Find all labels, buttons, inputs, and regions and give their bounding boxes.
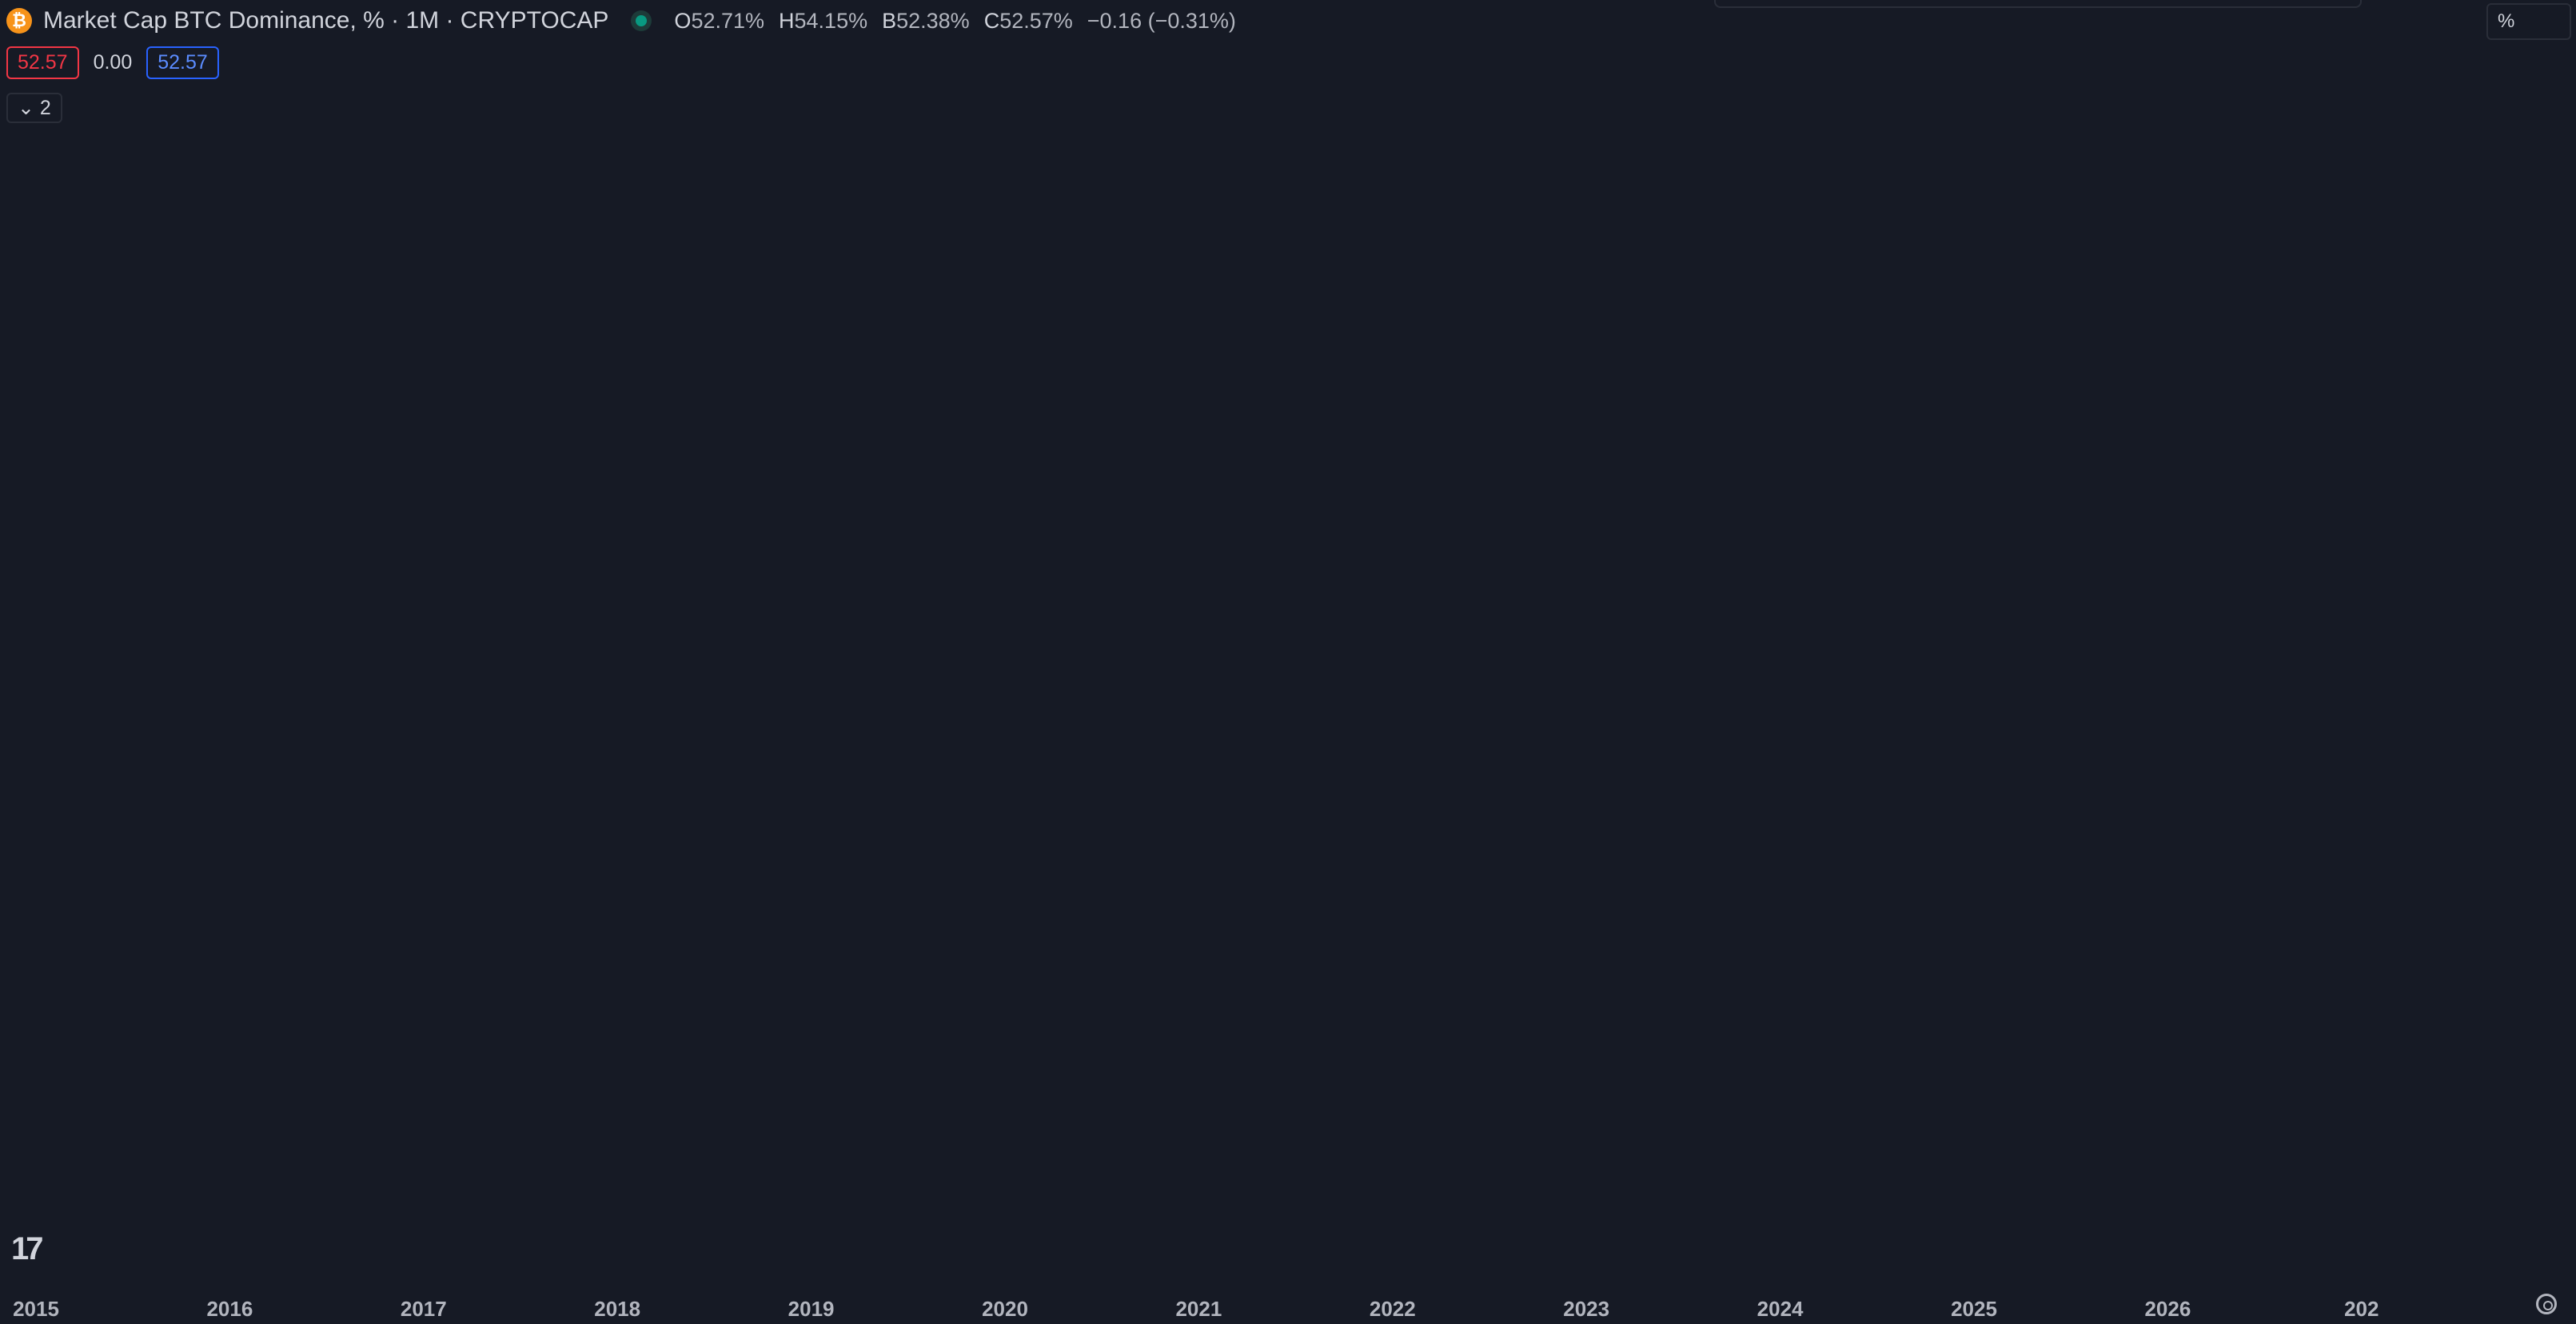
indicators-toggle[interactable]: ⌄ 2	[6, 93, 62, 123]
chevron-down-icon: ⌄	[18, 97, 34, 119]
scale-mode-button[interactable]: %	[2486, 3, 2571, 40]
sell-button[interactable]: 52.57	[6, 46, 79, 79]
x-tick-label: 2019	[788, 1297, 835, 1321]
gear-icon[interactable]	[2536, 1294, 2557, 1314]
btc-logo-icon: ₿	[6, 8, 32, 34]
ohlc-open: O52.71%	[674, 8, 765, 33]
x-tick-label: 2021	[1175, 1297, 1222, 1321]
trade-buttons: 52.57 0.00 52.57	[6, 46, 219, 79]
x-tick-label: 2022	[1370, 1297, 1416, 1321]
market-status-icon[interactable]	[636, 15, 648, 26]
tradingview-logo-icon[interactable]: 17	[11, 1231, 43, 1266]
ohlc-change: −0.16 (−0.31%)	[1087, 8, 1236, 33]
symbol-title[interactable]: Market Cap BTC Dominance, % · 1M · CRYPT…	[43, 7, 609, 34]
x-tick-label: 2024	[1757, 1297, 1804, 1321]
legend-header: ₿ Market Cap BTC Dominance, % · 1M · CRY…	[6, 5, 1236, 37]
indicators-count: 2	[39, 97, 51, 119]
x-tick-label: 2018	[594, 1297, 640, 1321]
ohlc-values: O52.71% H54.15% B52.38% C52.57% −0.16 (−…	[674, 9, 1235, 34]
ohlc-low: B52.38%	[882, 8, 970, 33]
x-tick-label: 2020	[982, 1297, 1028, 1321]
ohlc-high: H54.15%	[779, 8, 868, 33]
x-tick-label: 2026	[2144, 1297, 2191, 1321]
x-tick-label: 2017	[401, 1297, 447, 1321]
x-tick-label: 2015	[13, 1297, 59, 1321]
floating-panel-edge	[1714, 0, 2362, 8]
x-tick-label: 202	[2344, 1297, 2379, 1321]
ohlc-close: C52.57%	[983, 8, 1073, 33]
x-tick-label: 2023	[1563, 1297, 1609, 1321]
x-tick-label: 2025	[1951, 1297, 1997, 1321]
x-tick-label: 2016	[206, 1297, 253, 1321]
time-axis[interactable]: 2015 2016 2017 2018 2019 2020 2021 2022 2023 2024…	[13, 1297, 2379, 1321]
spread-value: 0.00	[93, 51, 133, 74]
buy-button[interactable]: 52.57	[146, 46, 219, 79]
